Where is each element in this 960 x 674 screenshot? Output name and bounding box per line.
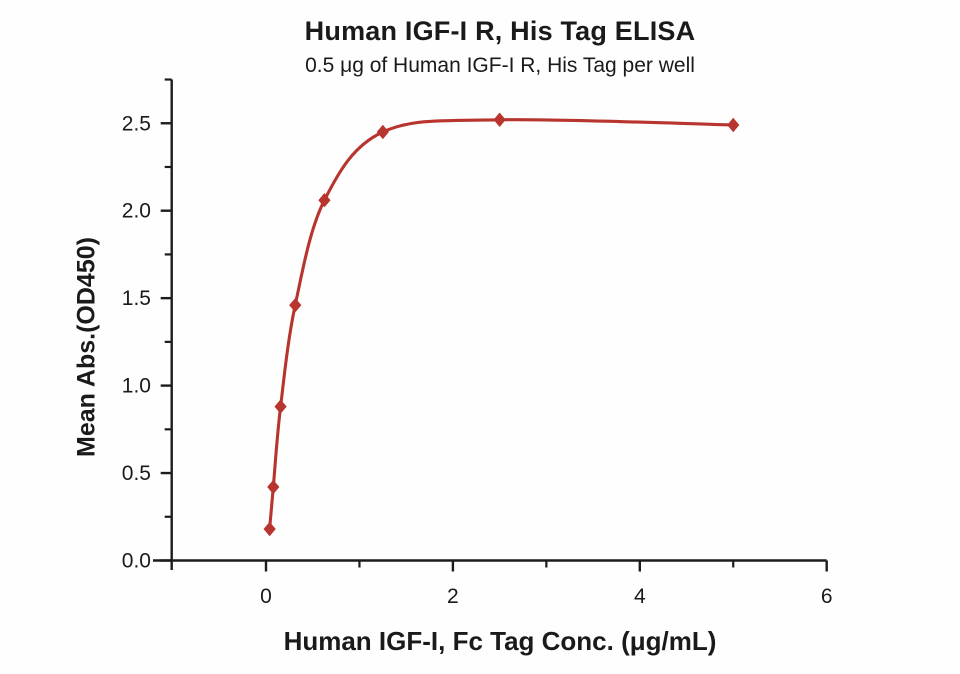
data-point-marker bbox=[493, 112, 506, 127]
data-point-marker bbox=[376, 124, 389, 140]
chart-subtitle: 0.5 μg of Human IGF-I R, His Tag per wel… bbox=[305, 54, 695, 77]
fit-curve bbox=[268, 118, 735, 531]
data-point-marker bbox=[267, 479, 280, 495]
x-tick-label: 2 bbox=[447, 585, 459, 608]
x-tick-label: 6 bbox=[821, 585, 833, 608]
y-tick-label: 0.0 bbox=[122, 550, 151, 573]
chart-title: Human IGF-I R, His Tag ELISA bbox=[304, 16, 696, 46]
data-point-marker bbox=[289, 297, 302, 313]
y-tick-label: 1.5 bbox=[122, 287, 151, 310]
y-tick-label: 2.0 bbox=[122, 200, 151, 223]
x-tick-label: 0 bbox=[260, 585, 272, 608]
data-point-marker bbox=[263, 521, 276, 537]
y-tick-label: 2.5 bbox=[122, 112, 151, 135]
y-tick-label: 0.5 bbox=[122, 462, 151, 485]
y-tick-label: 1.0 bbox=[122, 375, 151, 398]
x-tick-label: 4 bbox=[634, 585, 646, 608]
x-axis-label: Human IGF-I, Fc Tag Conc. (μg/mL) bbox=[283, 626, 717, 656]
data-point-marker bbox=[318, 193, 331, 208]
data-point-marker bbox=[274, 399, 287, 414]
data-point-marker bbox=[727, 117, 740, 133]
